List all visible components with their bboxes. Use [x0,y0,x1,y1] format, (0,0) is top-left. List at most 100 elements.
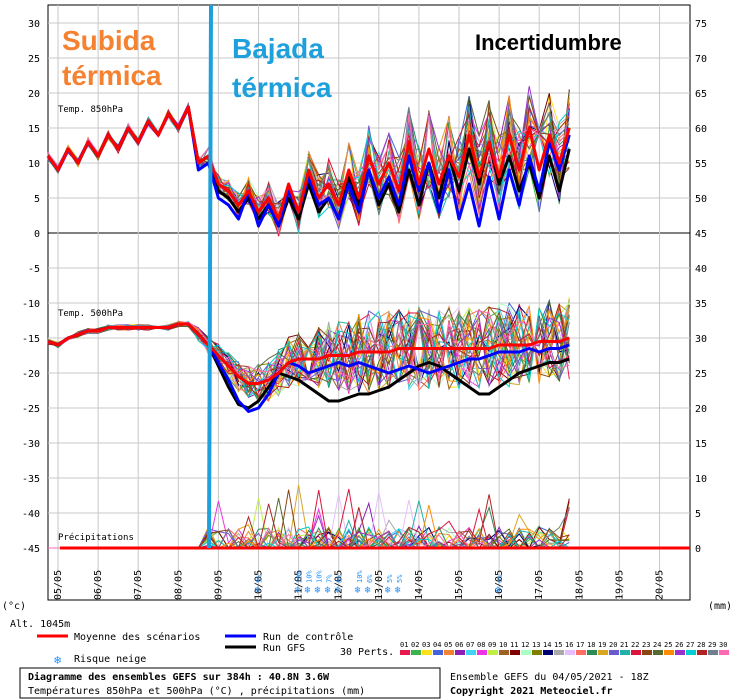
x-tick-label: 17/05 [534,570,545,600]
legend-control-label: Run de contrôle [263,631,353,643]
y-right-tick-label: 35 [695,299,707,310]
pert-legend-number: 05 [444,641,452,649]
pert-legend-number: 27 [686,641,694,649]
footer-copyright: Copyright 2021 Meteociel.fr [450,685,613,697]
pert-legend-swatch [719,650,729,655]
pert-legend-swatch [565,650,575,655]
y-right-tick-label: 0 [695,544,701,555]
snow-risk: 5%❄20%❄10%❄10%❄7%❄8%❄10%❄6%❄5%❄5%❄6%❄ [255,570,505,596]
pert-legend-number: 26 [675,641,683,649]
x-tick-label: 14/05 [414,570,425,600]
pert-legend-number: 19 [598,641,606,649]
pert-legend-number: 18 [587,641,595,649]
pert-legend-number: 10 [499,641,507,649]
label-precip: Précipitations [58,532,134,543]
pert-legend-swatch [609,650,619,655]
snow-risk-pct: 7% [326,574,334,583]
pert-legend-number: 17 [576,641,584,649]
y-right-tick-label: 10 [695,474,707,485]
snowflake-icon: ❄ [365,585,372,596]
pert-legend-swatch [675,650,685,655]
pert-legend-swatch [554,650,564,655]
pert-legend-swatch [499,650,509,655]
pert-legend-number: 22 [631,641,639,649]
pert-legend-number: 25 [664,641,672,649]
pert-legend-swatch [708,650,718,655]
snow-risk-pct: 10% [316,570,324,583]
y-right-tick-label: 40 [695,264,707,275]
series-mean-850 [46,105,571,221]
legend-gfs-label: Run GFS [263,643,305,654]
snowflake-icon: ❄ [385,585,392,596]
series-mean-500 [47,322,570,385]
pert-legend-swatch [477,650,487,655]
pert-legend-swatch [422,650,432,655]
pert-legend-number: 06 [455,641,463,649]
pert-legend-swatch [411,650,421,655]
footer-subtitle: Températures 850hPa et 500hPa (°C) , pré… [28,685,365,697]
pert-legend-swatch [598,650,608,655]
pert-legend-swatch [697,650,707,655]
pert-legend-number: 15 [554,641,562,649]
pert-line-850 [47,104,570,225]
snow-risk-pct: 5% [396,574,404,583]
x-tick-label: 10/05 [254,570,265,600]
pert-legend-number: 04 [433,641,441,649]
snowflake-icon: ❄ [305,585,312,596]
y-left-tick-label: -15 [22,334,40,345]
y-left-tick-label: 25 [28,54,40,65]
pert-legend-number: 23 [642,641,650,649]
pert-legend-swatch [686,650,696,655]
pert-legend-swatch [532,650,542,655]
grid [48,5,690,600]
snowflake-icon: ❄ [355,585,362,596]
pert-legend-swatch [576,650,586,655]
y-left-unit: (°c) [2,601,26,612]
pert-legend-number: 08 [477,641,485,649]
y-right-tick-label: 25 [695,369,707,380]
pert-legend-swatch [488,650,498,655]
bajada-line1: Bajada [232,33,324,64]
pert-legend-number: 01 [400,641,408,649]
legend-mean-label: Moyenne des scénarios [74,631,200,643]
y-right-unit: (mm) [708,601,732,612]
snowflake-icon: ❄ [335,585,342,596]
pert-legend-number: 02 [411,641,419,649]
pert-legend-number: 14 [543,641,551,649]
y-right-tick-label: 70 [695,54,707,65]
snowflake-icon: ❄ [395,585,402,596]
subida-line1: Subida [62,25,156,56]
legend: Moyenne des scénarios Run de contrôle Ru… [37,631,729,667]
y-left-tick-label: -10 [22,299,40,310]
snow-risk-pct: 6% [366,574,374,583]
y-left-tick-label: -25 [22,404,40,415]
x-tick-label: 09/05 [213,570,224,600]
y-left-tick-label: 20 [28,89,40,100]
snowflake-icon: ❄ [325,585,332,596]
pert-legend-swatch [620,650,630,655]
label-t850: Temp. 850hPa [58,105,123,115]
pert-legend-swatch [587,650,597,655]
pert-legend-swatch [400,650,410,655]
pert-legend-number: 24 [653,641,661,649]
y-right-tick-label: 45 [695,229,707,240]
pert-legend-number: 13 [532,641,540,649]
pert-legend-swatch [642,650,652,655]
y-right-tick-label: 55 [695,159,707,170]
pert-legend-swatch [444,650,454,655]
x-tick-label: 08/05 [173,570,184,600]
subida-line2: térmica [62,60,162,91]
footer-title: Diagramme des ensembles GEFS sur 384h : … [28,671,330,683]
pert-legend-number: 12 [521,641,529,649]
pert-legend-number: 03 [422,641,430,649]
y-right-tick-label: 20 [695,404,707,415]
x-tick-label: 11/05 [294,570,305,600]
pert-legend-number: 09 [488,641,496,649]
pert-legend-swatch [543,650,553,655]
y-left-tick-label: -5 [28,264,40,275]
y-left-tick-label: 15 [28,124,40,135]
snowflake-icon: ❄ [495,585,502,596]
incertidumbre-label: Incertidumbre [475,30,622,55]
x-tick-label: 18/05 [574,570,585,600]
pert-legend-swatch [653,650,663,655]
